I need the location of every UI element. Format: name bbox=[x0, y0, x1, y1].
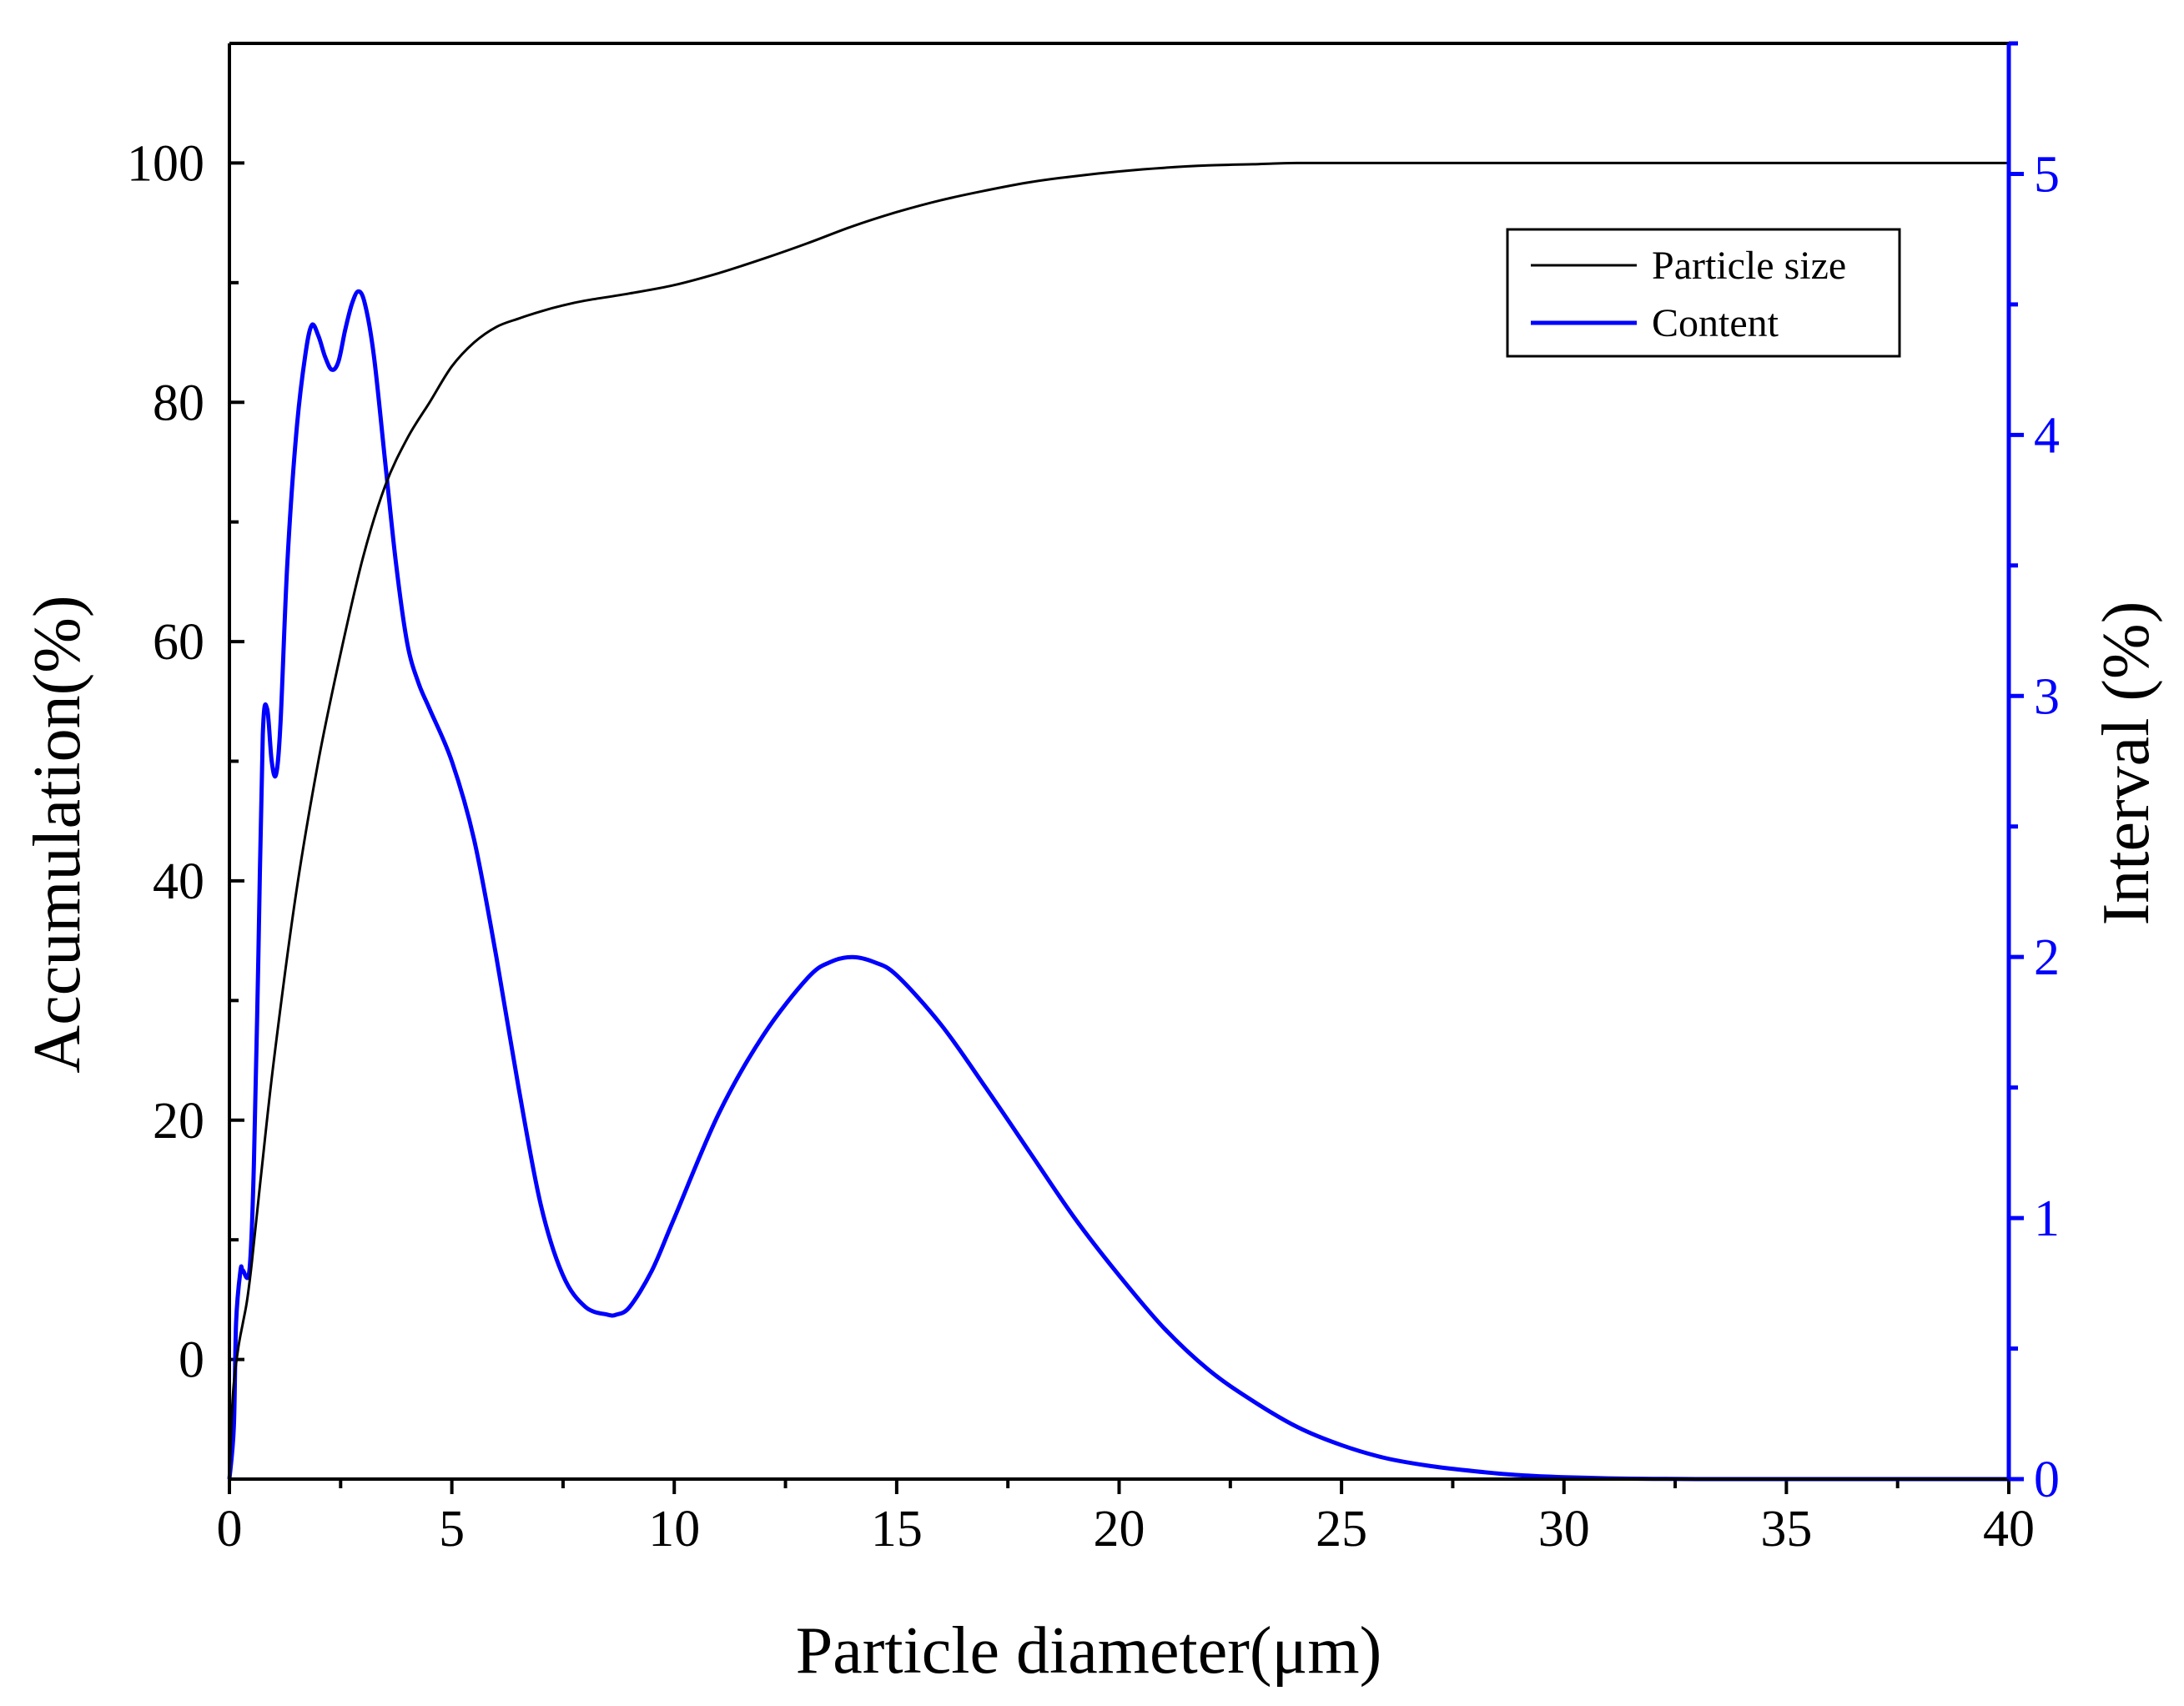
y2-tick-label: 3 bbox=[2034, 668, 2060, 725]
y2-tick-label: 2 bbox=[2034, 929, 2060, 986]
x-tick-label: 15 bbox=[871, 1501, 923, 1558]
y-tick-label: 80 bbox=[153, 375, 204, 431]
x-tick-label: 20 bbox=[1094, 1501, 1145, 1558]
x-tick-label: 10 bbox=[648, 1501, 700, 1558]
y-tick-label: 100 bbox=[127, 135, 204, 192]
y-axis-left-title: Accumulation(%) bbox=[21, 595, 94, 1073]
x-tick-label: 40 bbox=[1983, 1501, 2035, 1558]
y2-tick-label: 4 bbox=[2034, 407, 2060, 464]
x-tick-label: 5 bbox=[439, 1501, 465, 1558]
x-tick-label: 30 bbox=[1538, 1501, 1590, 1558]
x-tick-label: 35 bbox=[1760, 1501, 1812, 1558]
legend-box bbox=[1506, 228, 1901, 358]
content-series-line bbox=[227, 289, 2009, 1482]
y-tick-label: 20 bbox=[153, 1093, 204, 1150]
x-axis-ticks: 0 5 10 15 20 25 30 35 40 bbox=[217, 1479, 2035, 1558]
particle-size-series-line bbox=[228, 161, 2009, 1480]
y2-tick-label: 1 bbox=[2034, 1190, 2060, 1247]
y2-tick-label: 5 bbox=[2034, 146, 2060, 203]
x-tick-label: 25 bbox=[1316, 1501, 1367, 1558]
y2-tick-label: 0 bbox=[2034, 1452, 2060, 1508]
legend-label-particle-size: Particle size bbox=[1652, 244, 1846, 288]
x-tick-label: 0 bbox=[217, 1501, 243, 1558]
y-tick-label: 40 bbox=[153, 853, 204, 910]
y-axis-right-title: Interval (%) bbox=[2090, 601, 2163, 926]
legend: Particle size Content bbox=[1506, 228, 1901, 358]
legend-label-content: Content bbox=[1652, 301, 1779, 345]
y-tick-label: 0 bbox=[179, 1332, 204, 1389]
y-tick-label: 60 bbox=[153, 614, 204, 671]
y-axis-left-ticks: 0 20 40 60 80 100 bbox=[127, 135, 244, 1389]
y-axis-right-ticks: 0 1 2 3 4 5 bbox=[2009, 41, 2060, 1508]
x-axis-title: Particle diameter(μm) bbox=[796, 1614, 1382, 1688]
